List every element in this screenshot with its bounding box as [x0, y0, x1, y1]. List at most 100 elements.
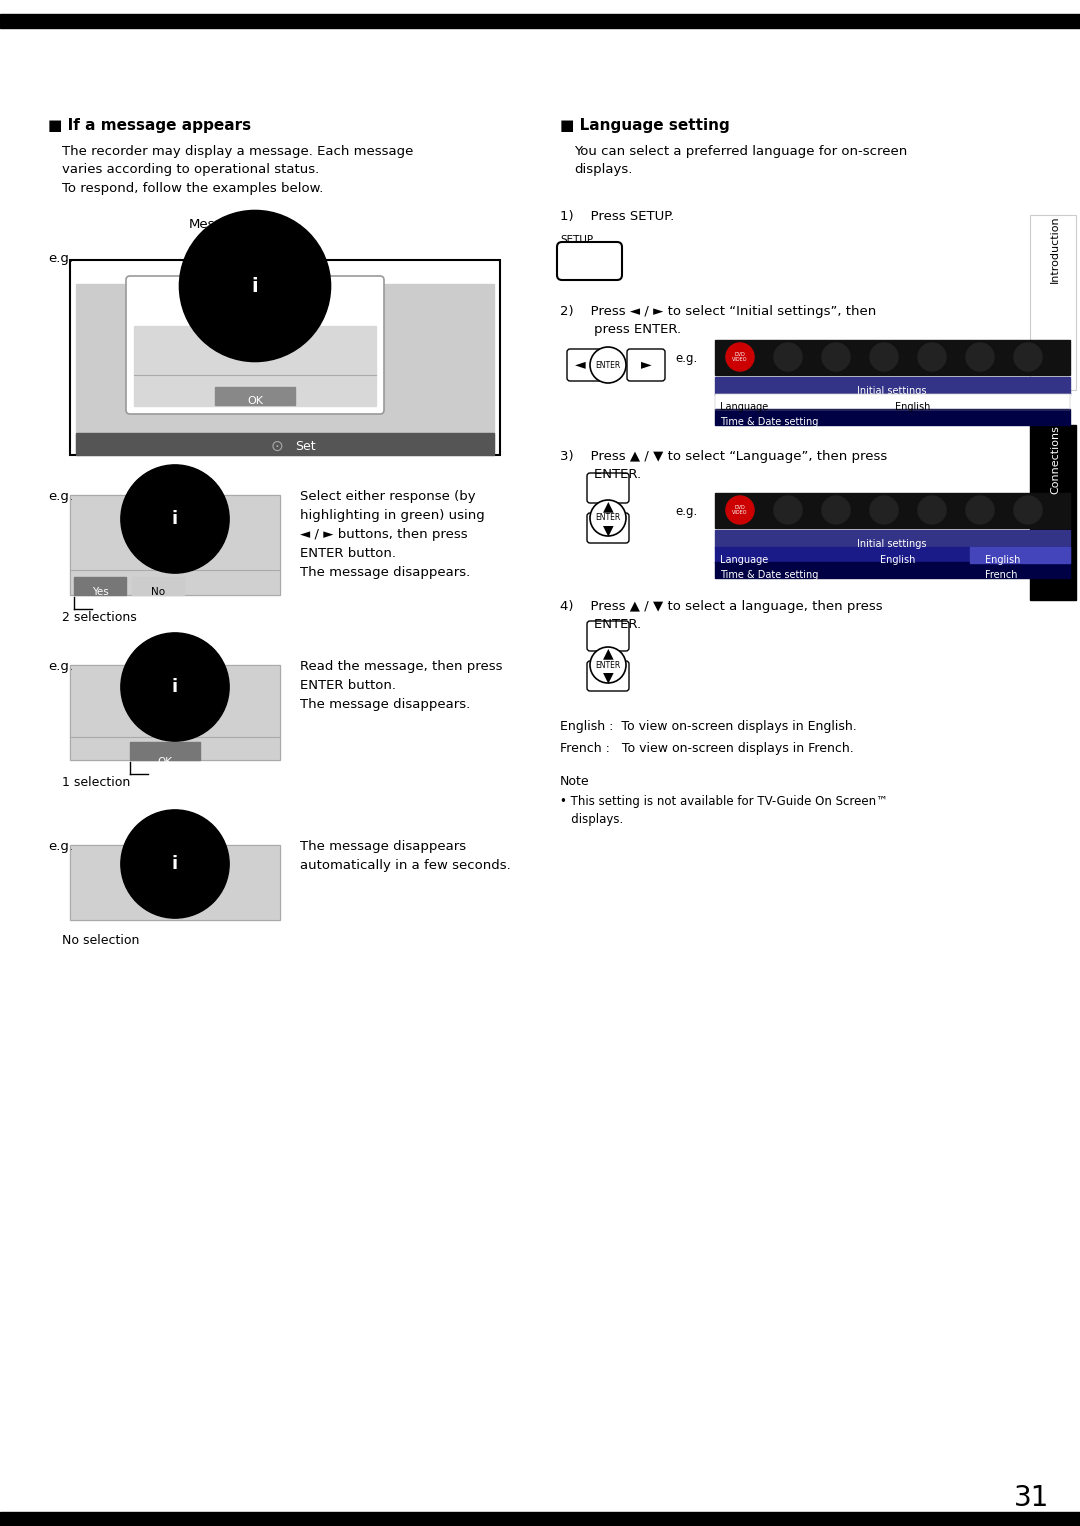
Text: i: i — [172, 855, 178, 873]
Text: 1)    Press SETUP.: 1) Press SETUP. — [561, 211, 674, 223]
Text: French: French — [985, 571, 1017, 580]
FancyBboxPatch shape — [588, 621, 629, 652]
Circle shape — [966, 496, 994, 523]
Text: i: i — [172, 678, 178, 696]
Circle shape — [918, 496, 946, 523]
Text: Time & Date setting: Time & Date setting — [720, 571, 819, 580]
Text: ▲: ▲ — [603, 499, 613, 513]
Bar — [715, 377, 1070, 395]
Text: Note: Note — [561, 775, 590, 787]
Text: SETUP: SETUP — [561, 235, 593, 246]
Text: Connections: Connections — [1050, 426, 1059, 494]
Text: ⊙: ⊙ — [271, 438, 283, 453]
Text: message: message — [150, 720, 200, 729]
Text: e.g.: e.g. — [48, 490, 73, 504]
Text: Initial settings: Initial settings — [858, 539, 927, 549]
Circle shape — [726, 343, 754, 371]
Circle shape — [870, 343, 897, 371]
Text: ENTER: ENTER — [595, 360, 621, 369]
Bar — [70, 665, 280, 760]
Text: message: message — [150, 552, 200, 563]
Bar — [134, 327, 376, 406]
Text: ▲: ▲ — [603, 645, 613, 661]
Circle shape — [1014, 496, 1042, 523]
Bar — [76, 433, 494, 455]
Text: Time & Date setting: Time & Date setting — [720, 417, 819, 427]
Text: ▼: ▼ — [603, 670, 613, 684]
Text: 2)    Press ◄ / ► to select “Initial settings”, then
        press ENTER.: 2) Press ◄ / ► to select “Initial settin… — [561, 305, 876, 337]
Text: English: English — [985, 555, 1021, 565]
Text: e.g.: e.g. — [675, 353, 698, 365]
Text: ■ Language setting: ■ Language setting — [561, 118, 730, 133]
Text: French :   To view on-screen displays in French.: French : To view on-screen displays in F… — [561, 742, 854, 755]
Text: i: i — [172, 510, 178, 528]
Bar — [715, 409, 1070, 426]
Circle shape — [726, 343, 754, 371]
Circle shape — [966, 343, 994, 371]
Text: 2 selections: 2 selections — [62, 610, 137, 624]
Text: Select either response (by
highlighting in green) using
◄ / ► buttons, then pres: Select either response (by highlighting … — [300, 490, 485, 578]
Bar — [70, 494, 280, 595]
Circle shape — [590, 647, 626, 684]
Text: Language: Language — [720, 555, 768, 565]
Text: OK: OK — [247, 397, 264, 406]
Bar — [132, 577, 184, 595]
Text: 3)    Press ▲ / ▼ to select “Language”, then press
        ENTER.: 3) Press ▲ / ▼ to select “Language”, the… — [561, 450, 888, 482]
Circle shape — [918, 343, 946, 371]
Text: You can select a preferred language for on-screen
displays.: You can select a preferred language for … — [573, 145, 907, 177]
Bar — [715, 546, 1070, 563]
Bar — [70, 494, 280, 595]
Text: i: i — [252, 276, 258, 296]
Bar — [970, 546, 1070, 563]
Bar — [70, 845, 280, 920]
Circle shape — [870, 496, 897, 523]
Text: e.g.: e.g. — [675, 505, 698, 517]
Text: e.g.: e.g. — [48, 252, 73, 266]
FancyBboxPatch shape — [627, 349, 665, 382]
Text: ■ If a message appears: ■ If a message appears — [48, 118, 252, 133]
Bar — [715, 562, 1070, 578]
Text: Initial settings: Initial settings — [858, 386, 927, 397]
Text: DVD
VIDEO: DVD VIDEO — [732, 351, 747, 362]
Text: • This setting is not available for TV-Guide On Screen™
   displays.: • This setting is not available for TV-G… — [561, 795, 888, 826]
Bar — [715, 530, 1070, 548]
Circle shape — [590, 501, 626, 536]
Bar — [76, 284, 494, 449]
Bar — [1030, 426, 1076, 600]
Bar — [715, 394, 1070, 410]
Text: ENTER: ENTER — [595, 661, 621, 670]
Bar — [1030, 215, 1076, 391]
Text: 4)    Press ▲ / ▼ to select a language, then press
        ENTER.: 4) Press ▲ / ▼ to select a language, the… — [561, 600, 882, 632]
Text: message: message — [230, 340, 280, 349]
Text: Set: Set — [295, 439, 315, 453]
Text: ENTER: ENTER — [595, 514, 621, 522]
Circle shape — [726, 496, 754, 523]
Circle shape — [822, 343, 850, 371]
Text: Introduction: Introduction — [1050, 215, 1059, 282]
Text: The message disappears
automatically in a few seconds.: The message disappears automatically in … — [300, 839, 511, 871]
Bar — [715, 394, 1070, 410]
Text: English: English — [880, 555, 916, 565]
Circle shape — [1014, 343, 1042, 371]
FancyBboxPatch shape — [588, 661, 629, 691]
FancyBboxPatch shape — [588, 513, 629, 543]
Text: The recorder may display a message. Each message
varies according to operational: The recorder may display a message. Each… — [62, 145, 414, 195]
Text: 31: 31 — [1014, 1483, 1050, 1512]
Circle shape — [590, 346, 626, 383]
Circle shape — [726, 496, 754, 523]
Bar — [130, 742, 200, 760]
Text: e.g.: e.g. — [48, 839, 73, 853]
Bar — [715, 493, 1070, 528]
Text: OK: OK — [158, 757, 173, 768]
Bar — [75, 577, 126, 595]
Text: ►: ► — [640, 357, 651, 371]
FancyBboxPatch shape — [567, 349, 605, 382]
Text: ▼: ▼ — [603, 523, 613, 537]
Bar — [715, 340, 1070, 375]
Text: No selection: No selection — [62, 934, 139, 948]
Circle shape — [774, 496, 802, 523]
Text: English :  To view on-screen displays in English.: English : To view on-screen displays in … — [561, 720, 856, 732]
Text: Yes: Yes — [92, 588, 108, 597]
Bar — [70, 845, 280, 920]
Text: No: No — [151, 588, 165, 597]
